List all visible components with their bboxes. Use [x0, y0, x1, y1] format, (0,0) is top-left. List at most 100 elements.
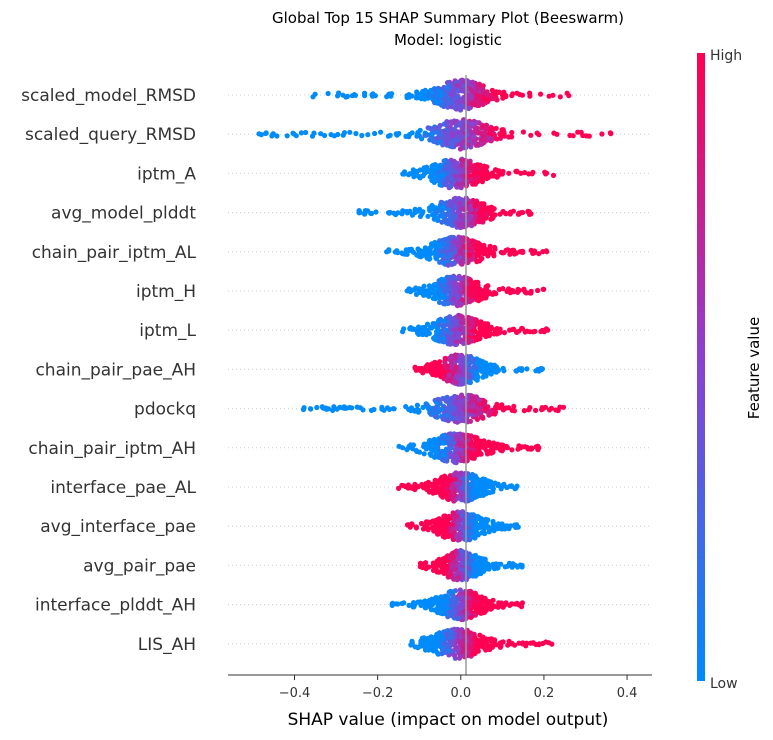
shap-point: [458, 98, 464, 104]
shap-point: [449, 602, 455, 609]
shap-point: [474, 330, 480, 336]
shap-point: [418, 520, 425, 527]
shap-point: [444, 84, 450, 91]
shap-point: [550, 172, 557, 178]
shap-point: [459, 281, 465, 287]
shap-point: [429, 131, 435, 137]
shap-point: [516, 367, 522, 373]
shap-point: [447, 124, 453, 130]
shap-point: [508, 601, 515, 607]
shap-point: [432, 528, 438, 534]
shap-point: [467, 481, 473, 487]
shap-point: [472, 102, 478, 108]
shap-point: [468, 614, 474, 621]
shap-point: [479, 480, 485, 486]
shap-point: [476, 336, 482, 342]
shap-point: [434, 166, 440, 172]
shap-point: [408, 484, 414, 490]
shap-point: [447, 515, 453, 522]
shap-point: [415, 366, 421, 372]
shap-point: [560, 404, 567, 410]
shap-point: [514, 483, 520, 489]
shap-point: [507, 209, 514, 215]
shap-point: [414, 89, 420, 95]
shap-point: [454, 483, 460, 489]
shap-point: [546, 407, 553, 413]
shap-point: [308, 406, 314, 412]
shap-point: [433, 247, 439, 253]
shap-point: [499, 402, 505, 408]
shap-point: [403, 133, 409, 139]
shap-point: [529, 171, 535, 177]
shap-point: [457, 120, 463, 126]
shap-point: [443, 485, 449, 491]
shap-point: [433, 414, 439, 420]
shap-point: [487, 327, 493, 333]
shap-point: [444, 412, 450, 418]
shap-point: [435, 396, 441, 402]
shap-point: [453, 379, 459, 385]
shap-point: [534, 130, 540, 136]
shap-point: [506, 405, 512, 411]
shap-point: [427, 137, 433, 143]
shap-point: [434, 241, 440, 248]
shap-point: [410, 167, 416, 173]
shap-point: [414, 132, 420, 138]
shap-point: [413, 448, 419, 454]
shap-point: [325, 90, 331, 97]
shap-point: [457, 368, 463, 374]
shap-point: [446, 212, 452, 218]
shap-point: [438, 102, 445, 108]
shap-point: [455, 616, 461, 622]
shap-point: [493, 445, 499, 451]
shap-point: [476, 82, 482, 88]
shap-point: [479, 557, 485, 563]
shap-point: [449, 163, 455, 169]
shap-point: [480, 374, 486, 380]
shap-point: [448, 445, 454, 451]
shap-point: [441, 97, 447, 103]
shap-point: [303, 129, 309, 136]
shap-point: [456, 536, 463, 543]
shap-point: [494, 97, 500, 103]
shap-point: [457, 353, 463, 359]
shap-point: [459, 552, 465, 559]
shap-point: [455, 181, 461, 187]
shap-point: [450, 275, 456, 281]
shap-point: [458, 398, 464, 404]
shap-point: [432, 477, 438, 483]
shap-point: [487, 599, 493, 605]
shap-point: [396, 130, 402, 137]
shap-point: [274, 133, 280, 139]
shap-point: [479, 209, 485, 215]
shap-point: [490, 440, 497, 446]
shap-point: [447, 216, 453, 222]
shap-point: [456, 273, 462, 279]
shap-point: [454, 525, 460, 531]
shap-point: [535, 445, 541, 451]
shap-point: [314, 404, 320, 411]
shap-point: [454, 569, 461, 575]
shap-point: [349, 93, 355, 99]
shap-point: [404, 208, 410, 215]
shap-point: [413, 208, 419, 214]
shap-point: [496, 171, 502, 177]
shap-point: [482, 530, 488, 537]
shap-point: [528, 132, 534, 138]
shap-point: [451, 514, 457, 521]
shap-point: [533, 407, 539, 413]
shap-point: [473, 119, 479, 126]
shap-point: [447, 341, 453, 347]
shap-point: [535, 287, 541, 294]
shap-point: [439, 475, 445, 482]
shap-point: [557, 94, 563, 100]
shap-point: [474, 373, 480, 379]
shap-point: [445, 159, 451, 165]
shap-point: [444, 376, 450, 382]
shap-point: [452, 215, 458, 221]
shap-point: [438, 163, 444, 169]
shap-point: [506, 170, 512, 176]
shap-point: [455, 574, 461, 580]
shap-point: [457, 177, 463, 183]
